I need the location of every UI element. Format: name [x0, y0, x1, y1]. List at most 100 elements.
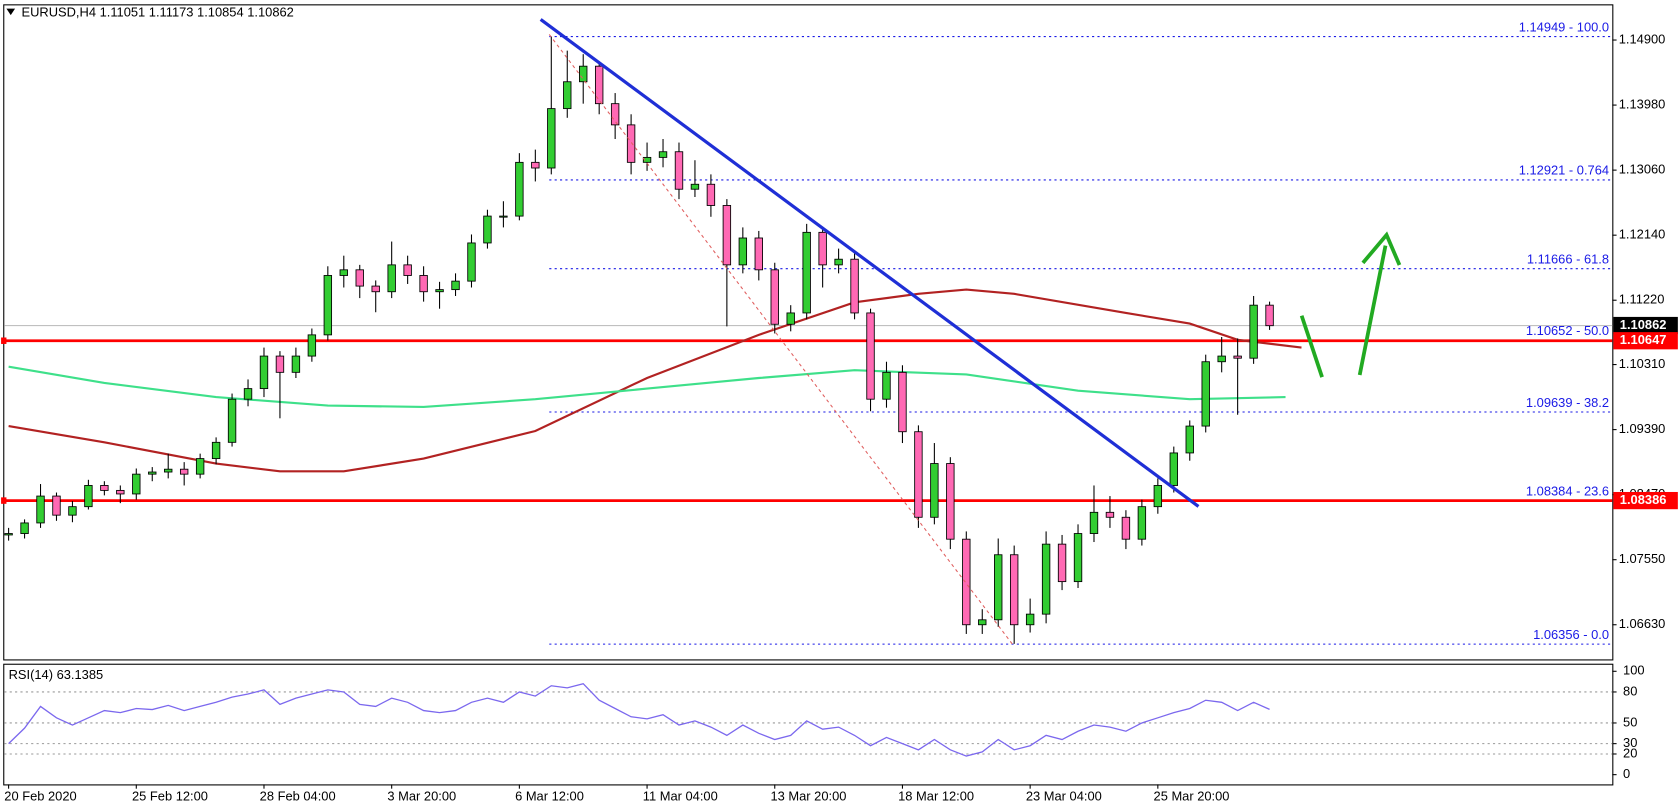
up-arrow-head — [1361, 231, 1402, 266]
candle-body — [898, 371, 907, 433]
price-line-tag — [1613, 491, 1678, 510]
fib-level-label: 1.06356 - 0.0 — [1533, 627, 1609, 642]
y-tick-label: 1.14900 — [1619, 31, 1666, 46]
candle-body — [1121, 516, 1131, 540]
candle-body — [706, 183, 716, 206]
candle-body — [483, 215, 492, 244]
candle-body — [882, 371, 891, 400]
fib-level-label: 1.12921 - 0.764 — [1519, 163, 1609, 178]
candle-body — [211, 441, 221, 460]
current-price-label: 1.10862 — [1620, 317, 1667, 332]
candle-body — [291, 355, 301, 373]
x-tick-label: 25 Mar 20:00 — [1154, 789, 1230, 804]
price-line-marker — [1, 497, 7, 504]
chart-title: EURUSD,H4 1.11051 1.11173 1.10854 1.1086… — [21, 4, 293, 19]
trend-line — [539, 18, 1200, 508]
candle-body — [722, 205, 732, 266]
candle-body — [36, 495, 45, 524]
candle-body — [1025, 613, 1035, 626]
candle-body — [451, 280, 460, 291]
candle-body — [1249, 304, 1258, 359]
price-line-label: 1.08386 — [1620, 492, 1667, 507]
candle-body — [1041, 543, 1051, 615]
candle-body — [243, 388, 253, 400]
x-tick-label: 13 Mar 20:00 — [770, 789, 846, 804]
candle-body — [387, 264, 396, 293]
candle-body — [275, 355, 285, 373]
down-move-line — [1299, 315, 1324, 378]
candle-body — [1233, 355, 1242, 359]
candle-body — [52, 495, 61, 516]
candle-body — [786, 312, 795, 325]
price-line-marker — [1, 337, 7, 344]
candle-body — [20, 522, 29, 534]
candle-body — [259, 355, 269, 390]
candle-body — [1265, 304, 1274, 327]
overlay-layer — [4, 36, 1613, 645]
candle-body — [914, 431, 923, 518]
candle-body — [499, 215, 508, 218]
x-tick-label: 23 Mar 04:00 — [1026, 789, 1102, 804]
candle-body — [866, 312, 875, 400]
candle-body — [371, 285, 380, 293]
y-tick-label: 80 — [1623, 683, 1637, 698]
candle-body — [164, 468, 173, 473]
price-line-label: 1.10647 — [1620, 332, 1667, 347]
candle-body — [1089, 511, 1099, 534]
candle-body — [1105, 511, 1115, 518]
candle-body — [179, 468, 189, 475]
candle-body — [1009, 554, 1019, 626]
candle-body — [4, 533, 13, 536]
candle-body — [547, 108, 556, 169]
y-tick-label: 50 — [1623, 714, 1637, 729]
candle-body — [68, 506, 77, 516]
candles-layer — [4, 36, 1274, 644]
candle-body — [1073, 533, 1083, 583]
y-tick-label: 100 — [1623, 663, 1645, 678]
annotation-layer — [539, 18, 1402, 645]
fib-level-label: 1.09639 - 38.2 — [1526, 395, 1609, 410]
candle-body — [674, 151, 684, 190]
x-tick-label: 11 Mar 04:00 — [643, 789, 718, 804]
candle-body — [1217, 355, 1226, 363]
candle-body — [435, 289, 444, 293]
candle-body — [978, 619, 987, 626]
fib-level-label: 1.14949 - 100.0 — [1519, 19, 1609, 34]
candle-body — [1153, 485, 1163, 508]
candle-body — [195, 458, 205, 475]
y-tick-label: 0 — [1623, 766, 1630, 781]
candle-body — [339, 269, 348, 276]
candle-body — [531, 161, 540, 169]
y-tick-label: 1.11220 — [1619, 292, 1665, 307]
candle-body — [355, 269, 364, 287]
y-tick-label: 1.06630 — [1619, 616, 1666, 631]
price-panel-frame — [3, 4, 1614, 661]
candle-body — [419, 275, 428, 293]
candle-body — [642, 156, 652, 163]
current-price-tag — [1613, 316, 1678, 335]
x-tick-label: 25 Feb 12:00 — [132, 789, 208, 804]
y-tick-label: 1.12140 — [1619, 227, 1666, 242]
x-tick-label: 20 Feb 2020 — [4, 789, 76, 804]
candle-body — [658, 151, 668, 158]
candle-body — [116, 489, 125, 495]
candle-body — [738, 237, 748, 266]
collapse-icon — [6, 8, 16, 16]
candle-body — [132, 473, 141, 495]
candle-body — [594, 65, 604, 105]
moving-average — [8, 365, 1286, 409]
candle-body — [962, 538, 971, 626]
x-tick-label: 3 Mar 20:00 — [387, 789, 456, 804]
candle-body — [626, 124, 636, 163]
candle-body — [579, 65, 588, 83]
candle-body — [1137, 506, 1147, 540]
y-tick-label: 30 — [1623, 735, 1637, 750]
y-tick-label: 1.10310 — [1619, 356, 1666, 371]
candle-body — [563, 81, 572, 110]
candle-body — [84, 485, 93, 508]
x-tick-label: 18 Mar 12:00 — [898, 789, 974, 804]
candle-body — [1201, 361, 1210, 427]
candle-body — [994, 554, 1003, 621]
